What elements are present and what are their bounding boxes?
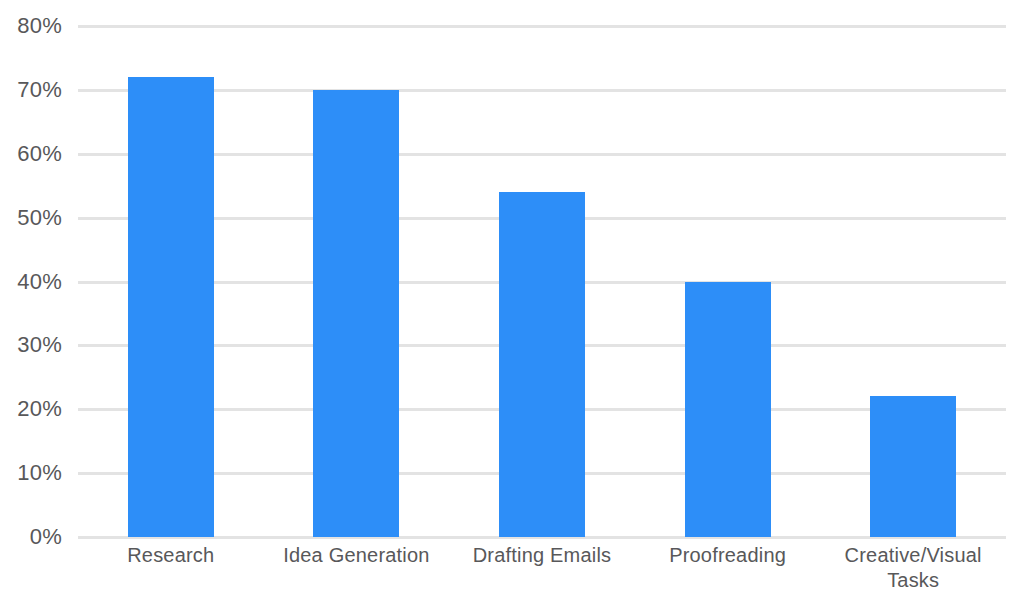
y-tick-label: 10% <box>0 460 62 486</box>
y-tick-label: 70% <box>0 77 62 103</box>
x-category-label: Creative/Visual Tasks <box>820 543 1006 593</box>
bar-research <box>128 77 214 537</box>
gridline <box>78 153 1006 156</box>
y-tick-label: 50% <box>0 205 62 231</box>
bar-proofreading <box>685 282 771 538</box>
bar-creative-visual-tasks <box>870 396 956 537</box>
gridline <box>78 89 1006 92</box>
y-tick-label: 60% <box>0 141 62 167</box>
y-tick-label: 20% <box>0 396 62 422</box>
y-tick-label: 80% <box>0 13 62 39</box>
x-category-label: Idea Generation <box>264 543 450 568</box>
x-category-label: Research <box>78 543 264 568</box>
y-tick-label: 40% <box>0 269 62 295</box>
bar-chart: 0% 10% 20% 30% 40% 50% 60% 70% 80% ResearchIdea … <box>0 0 1024 605</box>
x-category-label: Drafting Emails <box>449 543 635 568</box>
bar-drafting-emails <box>499 192 585 537</box>
y-tick-label: 0% <box>0 524 62 550</box>
gridline <box>78 25 1006 28</box>
x-category-label: Proofreading <box>635 543 821 568</box>
y-tick-label: 30% <box>0 332 62 358</box>
bar-idea-generation <box>313 90 399 537</box>
